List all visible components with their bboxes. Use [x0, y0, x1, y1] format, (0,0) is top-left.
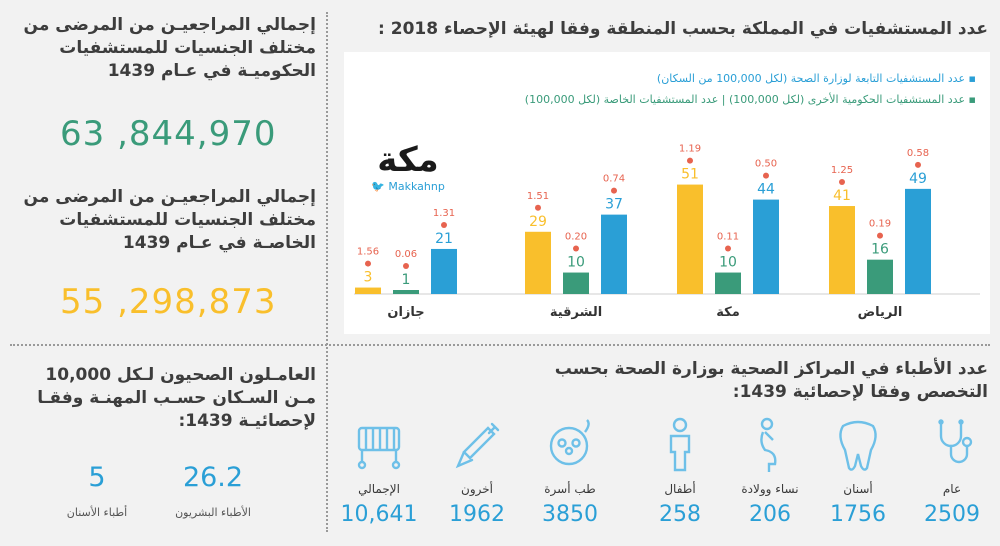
worker-label-physicians: الأطباء البشريون: [175, 506, 251, 519]
bar-value-label: 49: [909, 171, 927, 187]
doctor-label-others: أخرون: [461, 482, 493, 496]
doctor-label-pediatrics: أطفال: [664, 482, 696, 496]
makkah-logo: مكة 🐦 Makkahnp: [358, 140, 468, 202]
twitter-bird-icon: 🐦: [371, 180, 385, 193]
doctor-label-dental: أسنان: [843, 482, 873, 496]
bar-value-label: 37: [605, 197, 623, 213]
horizontal-divider: [10, 344, 990, 346]
government-patients-value: 63 ,844,970: [60, 114, 277, 154]
vertical-divider: [326, 12, 328, 532]
doctor-value-obgyn: 206: [749, 502, 791, 527]
rate-label: 0.19: [869, 219, 891, 230]
doctor-value-family: 3850: [542, 502, 598, 527]
legend-item-ministry: عدد المستشفيات التابعة لوزارة الصحة (لكل…: [656, 72, 966, 85]
logo-handle-row: 🐦 Makkahnp: [358, 180, 458, 193]
rate-dot: [877, 232, 883, 239]
bar-3-0: [431, 248, 457, 294]
rate-dot: [573, 245, 579, 252]
rate-label: 1.51: [527, 191, 549, 202]
private-patients-value: 55 ,298,873: [60, 282, 277, 322]
bar-chart: 41 1.25 16 0.19 49 0.58 الرياض 51 1.19 10 0.11 44 0.…: [354, 144, 980, 320]
bar-value-label: 51: [681, 167, 699, 183]
rate-dot: [915, 161, 921, 168]
doctor-value-total: 10,641: [340, 502, 418, 527]
rate-label: 1.25: [831, 165, 853, 176]
bar-value-label: 10: [567, 255, 585, 271]
doctor-label-general: عام: [942, 482, 962, 496]
rate-dot: [725, 245, 731, 252]
bar-3-2: [355, 287, 381, 294]
doctor-label-family: طب أسرة: [544, 482, 596, 496]
rate-label: 0.74: [603, 174, 625, 185]
rate-dot: [535, 204, 541, 211]
rate-dot: [611, 187, 617, 194]
bar-value-label: 3: [364, 270, 373, 286]
rate-dot: [403, 263, 409, 269]
worker-value-physicians: 26.2: [182, 462, 244, 493]
worker-label-dentists: أطباء الأسنان: [66, 506, 128, 519]
legend-mark-green: ▪: [968, 93, 976, 106]
bar-value-label: 41: [833, 188, 851, 204]
bar-value-label: 10: [719, 255, 737, 271]
doctors-heading: عدد الأطباء في المراكز الصحية بوزارة الص…: [554, 359, 988, 402]
logo-handle: Makkahnp: [388, 180, 445, 193]
doctor-value-pediatrics: 258: [659, 502, 701, 527]
chart-panel: ▪ عدد المستشفيات التابعة لوزارة الصحة (ل…: [344, 52, 990, 334]
rate-dot: [839, 179, 845, 186]
government-patients-heading: إجمالي المراجعيـن من المرضى من مختلف الج…: [23, 15, 316, 81]
rate-label: 0.58: [907, 148, 929, 159]
bar-value-label: 29: [529, 214, 547, 230]
logo-arabic-text: مكة: [377, 140, 439, 180]
syringe-icon: [452, 416, 502, 474]
rate-dot: [763, 172, 769, 179]
hospital-bed-icon: [354, 416, 404, 474]
legend-item-other-private: عدد المستشفيات الحكومية الأخرى (لكل 100,…: [524, 93, 966, 106]
family-icon: [545, 416, 595, 474]
workers-heading: العامـلون الصحيون لـكل 10,000 مـن السـكا…: [37, 365, 316, 431]
bar-2-1: [563, 272, 589, 294]
bar-0-1: [867, 259, 893, 294]
bar-value-label: 16: [871, 242, 889, 258]
rate-label: 1.56: [357, 247, 379, 258]
legend-line-2: ▪ عدد المستشفيات الحكومية الأخرى (لكل 10…: [525, 93, 976, 106]
bar-value-label: 44: [757, 182, 775, 198]
legend-mark-blue: ▪: [968, 72, 976, 85]
rate-label: 1.19: [679, 144, 701, 155]
rate-label: 0.11: [717, 232, 739, 243]
rate-dot: [687, 157, 693, 164]
bar-2-2: [525, 231, 551, 294]
doctor-value-dental: 1756: [830, 502, 886, 527]
worker-value-dentists: 5: [88, 462, 106, 493]
tooth-icon: [833, 416, 883, 474]
legend-line-1: ▪ عدد المستشفيات التابعة لوزارة الصحة (ل…: [657, 72, 976, 85]
rate-label: 0.20: [565, 232, 587, 243]
doctor-value-others: 1962: [449, 502, 505, 527]
rate-label: 0.06: [395, 249, 417, 260]
pregnant-woman-icon: [745, 416, 795, 474]
bar-0-2: [829, 206, 855, 294]
category-label: مكة: [716, 305, 740, 320]
doctor-label-total: الإجمالي: [358, 482, 400, 496]
doctor-label-obgyn: نساء وولادة: [741, 482, 799, 496]
bar-value-label: 1: [402, 272, 411, 288]
rate-label: 1.31: [433, 208, 455, 219]
rate-label: 0.50: [755, 159, 777, 170]
bar-3-1: [393, 290, 419, 294]
chart-title: عدد المستشفيات في المملكة بحسب المنطقة و…: [378, 19, 988, 39]
bar-1-0: [753, 199, 779, 294]
bar-2-0: [601, 214, 627, 294]
private-patients-heading: إجمالي المراجعيـن من المرضى من مختلف الج…: [23, 187, 316, 253]
category-label: جازان: [387, 305, 424, 320]
child-icon: [655, 416, 705, 474]
doctor-value-general: 2509: [924, 502, 980, 527]
bar-0-0: [905, 188, 931, 294]
bar-1-1: [715, 272, 741, 294]
category-label: الرياض: [858, 305, 903, 320]
stethoscope-icon: [927, 416, 977, 474]
rate-dot: [365, 260, 371, 267]
rate-dot: [441, 221, 447, 228]
category-label: الشرقية: [550, 305, 602, 320]
bar-1-2: [677, 184, 703, 294]
bar-value-label: 21: [435, 231, 453, 247]
